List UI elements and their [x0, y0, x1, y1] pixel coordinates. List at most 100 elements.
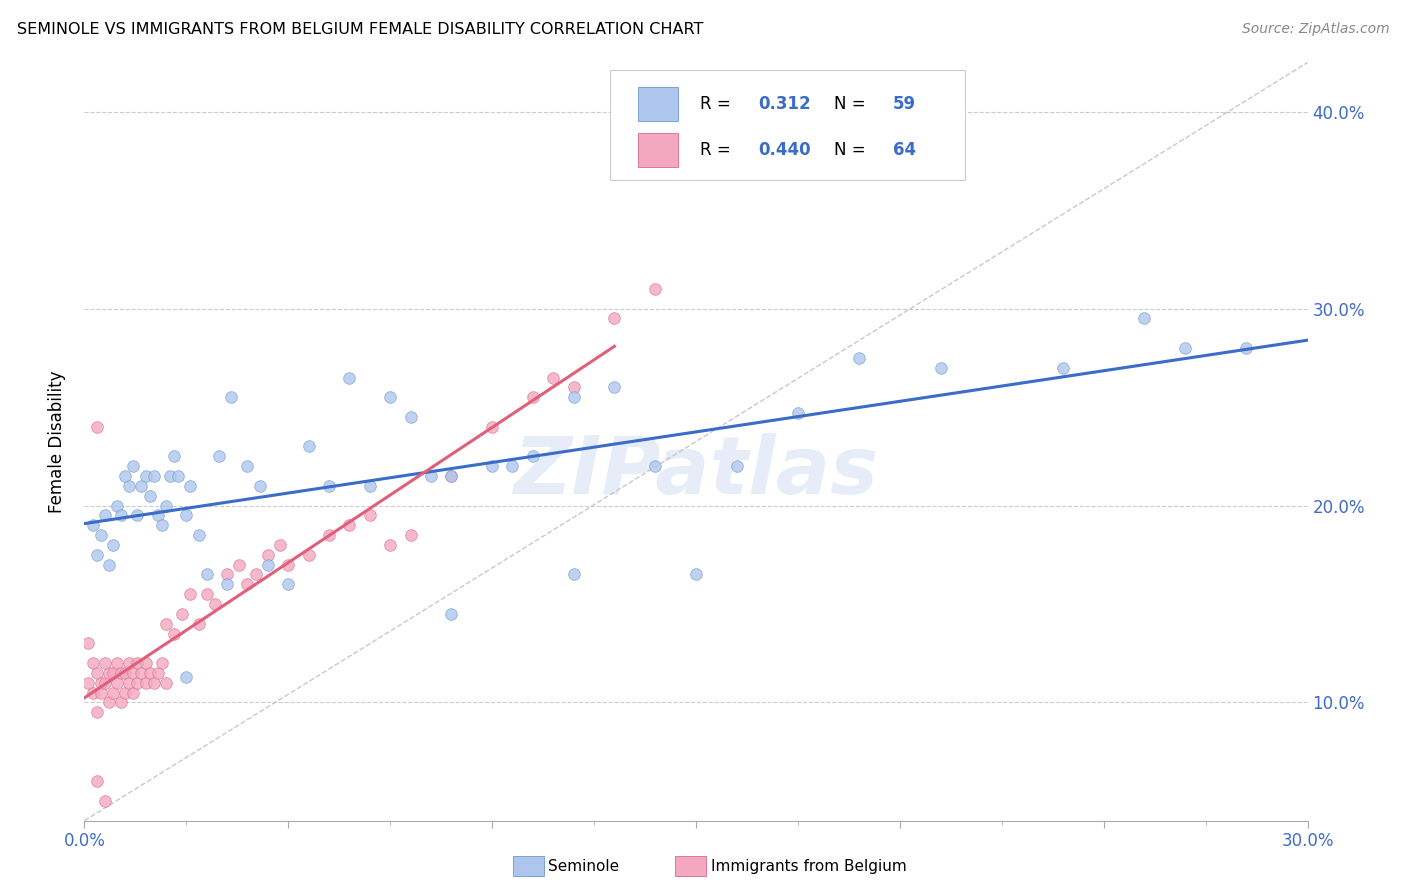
Point: [644, 282, 666, 296]
Point: [105, 499, 128, 513]
Point: [179, 479, 201, 493]
Point: [90, 675, 112, 690]
Point: [399, 409, 422, 424]
Point: [1174, 341, 1197, 355]
Point: [644, 459, 666, 474]
Point: [245, 567, 267, 582]
Point: [146, 508, 169, 523]
Point: [603, 311, 626, 326]
Bar: [638, 87, 678, 121]
Point: [298, 440, 321, 454]
Point: [481, 459, 503, 474]
Point: [155, 499, 177, 513]
Point: [97, 558, 120, 572]
Point: [114, 469, 136, 483]
Text: Source: ZipAtlas.com: Source: ZipAtlas.com: [1241, 22, 1389, 37]
Point: [118, 656, 141, 670]
Point: [110, 665, 132, 680]
Point: [929, 360, 952, 375]
Text: 59: 59: [893, 95, 917, 113]
Point: [77, 675, 100, 690]
Point: [562, 380, 585, 394]
Point: [135, 469, 157, 483]
Point: [163, 450, 186, 464]
Text: 64: 64: [893, 141, 917, 159]
Point: [105, 656, 128, 670]
Point: [131, 665, 153, 680]
Point: [195, 587, 218, 601]
Point: [249, 479, 271, 493]
Point: [787, 406, 810, 420]
Point: [208, 450, 231, 464]
Point: [359, 479, 381, 493]
Text: SEMINOLE VS IMMIGRANTS FROM BELGIUM FEMALE DISABILITY CORRELATION CHART: SEMINOLE VS IMMIGRANTS FROM BELGIUM FEMA…: [17, 22, 703, 37]
Point: [127, 656, 149, 670]
Y-axis label: Female Disability: Female Disability: [48, 370, 66, 513]
Point: [90, 685, 112, 699]
Point: [127, 675, 149, 690]
Point: [420, 469, 443, 483]
Point: [93, 508, 115, 523]
Point: [86, 774, 108, 789]
Point: [122, 685, 145, 699]
Point: [86, 665, 108, 680]
Point: [97, 696, 120, 710]
FancyBboxPatch shape: [610, 70, 965, 180]
Point: [93, 656, 115, 670]
Point: [481, 419, 503, 434]
Point: [440, 607, 463, 621]
Point: [217, 577, 239, 591]
Point: [1133, 311, 1156, 326]
Point: [122, 665, 145, 680]
Point: [217, 567, 239, 582]
Point: [138, 489, 160, 503]
Point: [101, 665, 124, 680]
Point: [543, 370, 565, 384]
Point: [150, 656, 173, 670]
Text: R =: R =: [700, 95, 735, 113]
Point: [318, 528, 340, 542]
Point: [155, 616, 177, 631]
Text: N =: N =: [834, 141, 872, 159]
Point: [82, 518, 104, 533]
Point: [86, 548, 108, 562]
Point: [155, 675, 177, 690]
Point: [101, 538, 124, 552]
Point: [114, 685, 136, 699]
Point: [187, 616, 209, 631]
Point: [562, 567, 585, 582]
Point: [228, 558, 250, 572]
Point: [187, 528, 209, 542]
Point: [522, 390, 544, 404]
Point: [174, 670, 197, 684]
Point: [97, 665, 120, 680]
Point: [127, 508, 149, 523]
Bar: [638, 133, 678, 167]
Point: [440, 469, 463, 483]
Point: [142, 675, 165, 690]
Point: [77, 636, 100, 650]
Point: [146, 665, 169, 680]
Point: [179, 587, 201, 601]
Point: [318, 479, 340, 493]
Point: [105, 675, 128, 690]
Point: [195, 567, 218, 582]
Text: R =: R =: [700, 141, 735, 159]
Point: [163, 626, 186, 640]
Point: [138, 665, 160, 680]
Point: [269, 538, 291, 552]
Point: [848, 351, 870, 365]
Point: [277, 558, 299, 572]
Text: Immigrants from Belgium: Immigrants from Belgium: [711, 859, 907, 873]
Point: [118, 479, 141, 493]
Point: [219, 390, 242, 404]
Point: [174, 508, 197, 523]
Point: [236, 577, 259, 591]
Point: [236, 459, 259, 474]
Point: [86, 706, 108, 720]
Point: [101, 685, 124, 699]
Point: [135, 656, 157, 670]
Point: [380, 390, 402, 404]
Point: [167, 469, 190, 483]
Point: [522, 450, 544, 464]
